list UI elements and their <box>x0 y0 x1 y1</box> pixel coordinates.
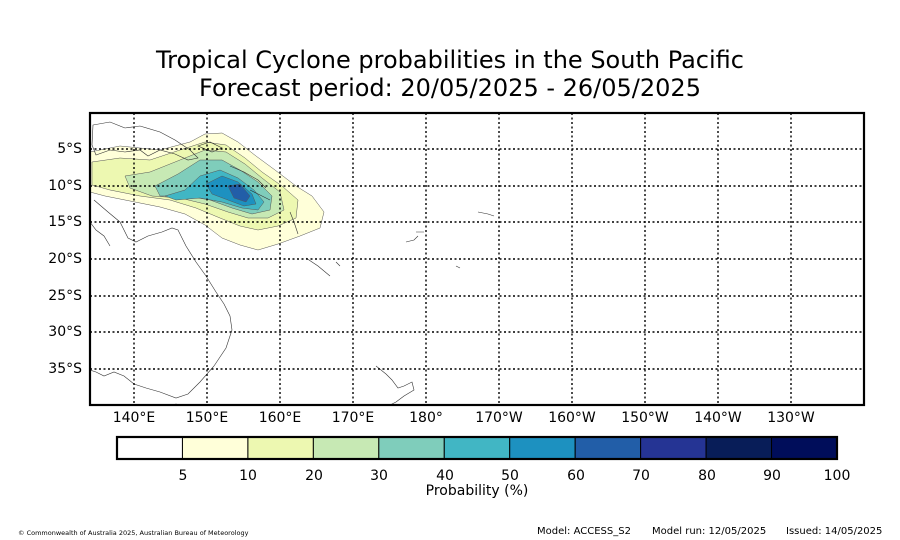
issued-date: Issued: 14/05/2025 <box>786 526 883 537</box>
map-frame <box>88 111 866 407</box>
colorbar-tick-70: 70 <box>632 468 650 484</box>
lon-label-170w: 170°W <box>475 410 523 426</box>
coast-tonga <box>335 261 461 269</box>
lon-label-180: 180° <box>409 410 443 426</box>
colorbar-segment-4 <box>378 436 445 460</box>
colorbar-segment-3 <box>312 436 380 460</box>
colorbar-tick-10: 10 <box>239 468 257 484</box>
lon-label-130w: 130°W <box>767 410 815 426</box>
colorbar-segment-8 <box>640 436 707 460</box>
coast-nz-north <box>375 365 415 405</box>
coast-samoa <box>477 211 495 217</box>
colorbar <box>115 435 839 461</box>
colorbar-frame <box>115 435 839 461</box>
colorbar-tick-40: 40 <box>436 468 454 484</box>
lat-label-25s: 25°S <box>48 288 82 304</box>
lon-label-150e: 150°E <box>185 410 229 426</box>
colorbar-segment-7 <box>574 436 642 460</box>
lon-label-160e: 160°E <box>258 410 302 426</box>
lon-label-140e: 140°E <box>112 410 156 426</box>
colorbar-tick-50: 50 <box>501 468 519 484</box>
colorbar-tick-5: 5 <box>178 468 188 484</box>
coastlines <box>90 121 495 405</box>
colorbar-tick-20: 20 <box>305 468 323 484</box>
graticule <box>90 113 864 405</box>
map-title-line-2: Forecast period: 20/05/2025 - 26/05/2025 <box>199 74 701 102</box>
coast-fiji <box>405 231 424 243</box>
prob-band-60 <box>227 183 251 203</box>
colorbar-tick-30: 30 <box>370 468 388 484</box>
copyright-notice: © Commonwealth of Australia 2025, Austra… <box>18 529 249 537</box>
colorbar-segment-5 <box>443 436 511 460</box>
coast-solomons <box>229 165 271 201</box>
model-name: Model: ACCESS_S2 <box>537 526 631 537</box>
colorbar-segment-1 <box>181 436 249 460</box>
colorbar-label: Probability (%) <box>425 483 529 499</box>
colorbar-tick-90: 90 <box>763 468 781 484</box>
coast-australia-nw <box>90 221 111 247</box>
coast-australia <box>90 199 233 399</box>
lon-label-170e: 170°E <box>331 410 375 426</box>
colorbar-tick-60: 60 <box>567 468 585 484</box>
lat-label-35s: 35°S <box>48 361 82 377</box>
lat-label-15s: 15°S <box>48 214 82 230</box>
coast-new-caledonia <box>305 257 331 277</box>
model-run-date: Model run: 12/05/2025 <box>652 526 767 537</box>
lat-label-20s: 20°S <box>48 251 82 267</box>
colorbar-segment-0 <box>116 436 183 460</box>
lon-label-150w: 150°W <box>621 410 669 426</box>
colorbar-segment-2 <box>247 436 314 460</box>
map-title-line-1: Tropical Cyclone probabilities in the So… <box>156 46 744 74</box>
lat-label-30s: 30°S <box>48 324 82 340</box>
colorbar-segment-10 <box>771 436 838 460</box>
coast-new-guinea <box>91 121 199 161</box>
colorbar-tick-80: 80 <box>698 468 716 484</box>
lon-label-140w: 140°W <box>694 410 742 426</box>
colorbar-tick-100: 100 <box>823 468 851 484</box>
colorbar-segment-6 <box>509 436 576 460</box>
lat-label-10s: 10°S <box>48 178 82 194</box>
lon-label-160w: 160°W <box>548 410 596 426</box>
colorbar-segment-9 <box>705 436 773 460</box>
map-area <box>90 113 864 405</box>
lat-label-5s: 5°S <box>57 141 82 157</box>
